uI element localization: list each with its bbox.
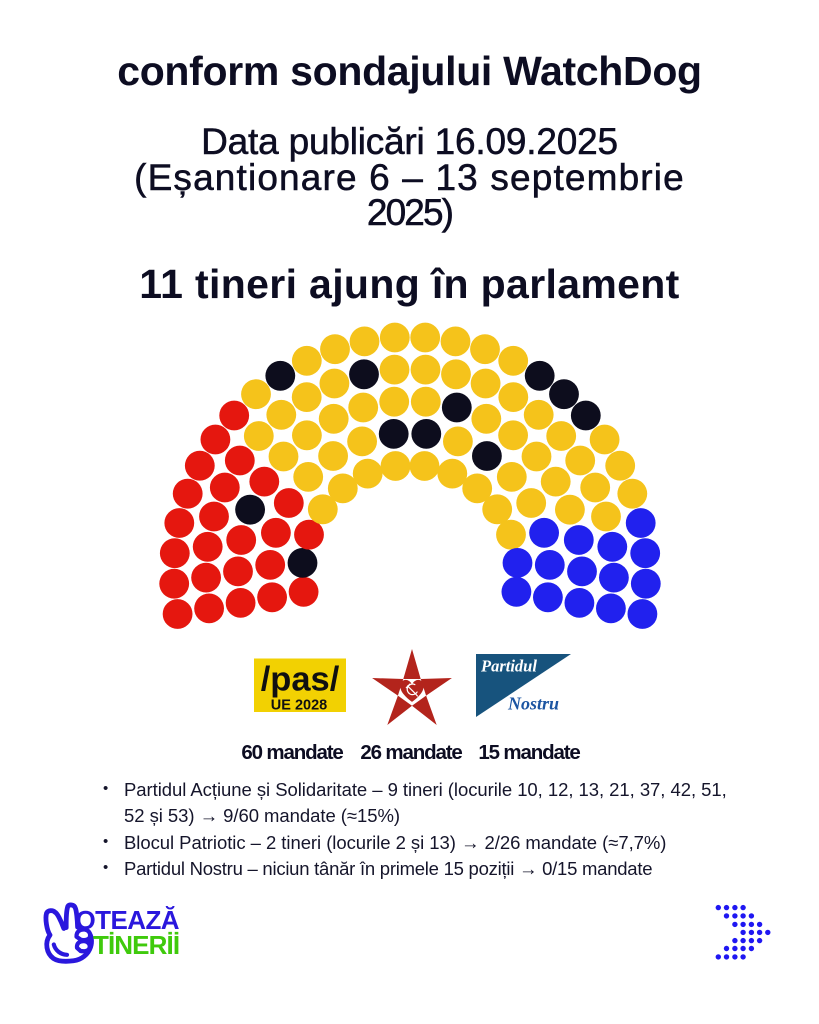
svg-text:UE 2028: UE 2028 — [271, 698, 327, 714]
svg-text:Nostru: Nostru — [507, 694, 559, 714]
svg-text:Partidul: Partidul — [480, 657, 537, 676]
svg-text:/pas/: /pas/ — [261, 661, 340, 699]
